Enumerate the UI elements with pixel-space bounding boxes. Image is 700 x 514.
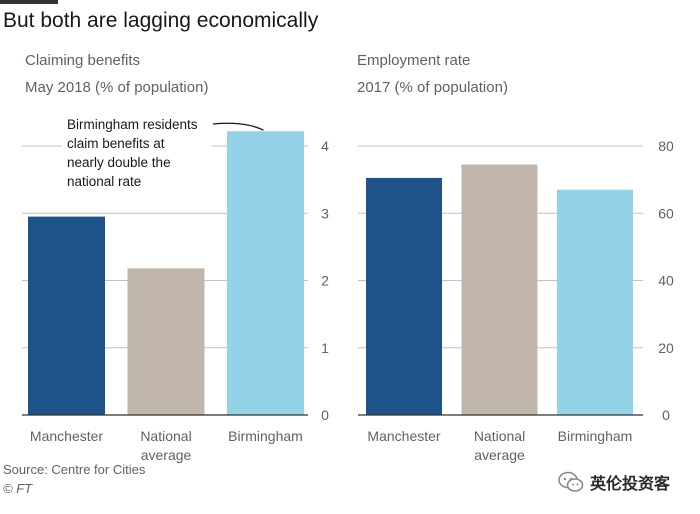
employment-bar (461, 164, 538, 415)
benefits-x-tick-label: Manchester (30, 428, 103, 444)
right-chart-subtitle: 2017 (% of population) (357, 79, 508, 96)
header-accent-bar (0, 0, 58, 4)
employment-bar-chart: 0 20 40 60 80 Manchester National average Birmin… (358, 138, 674, 463)
watermark: 英伦投资客 (558, 470, 670, 494)
watermark-text: 英伦投资客 (590, 476, 671, 493)
chart-title: But both are lagging economically (3, 9, 319, 32)
employment-x-tick-label: Birmingham (558, 428, 633, 444)
benefits-x-tick-label: National (140, 428, 191, 444)
benefits-bar (227, 131, 304, 415)
employment-y-tick-label: 60 (658, 205, 674, 221)
annotation-background (62, 118, 212, 192)
benefits-bar (28, 216, 105, 415)
employment-bar (557, 189, 633, 415)
benefits-y-tick-label: 4 (321, 138, 329, 154)
benefits-bar (127, 268, 205, 415)
employment-x-tick-label: National (474, 428, 525, 444)
benefits-x-tick-label: average (141, 447, 192, 463)
benefits-y-tick-label: 0 (321, 407, 329, 423)
copyright-note: © FT (3, 481, 33, 496)
left-chart-title: Claiming benefits (25, 52, 141, 69)
left-chart-subtitle: May 2018 (% of population) (25, 79, 209, 96)
employment-y-tick-label: 40 (658, 273, 674, 289)
annotation-text: Birmingham residents (67, 117, 198, 132)
annotation-connector (212, 122, 264, 131)
employment-x-tick-label: Manchester (367, 428, 440, 444)
annotation-text: national rate (67, 174, 141, 189)
benefits-y-tick-label: 3 (321, 205, 329, 221)
source-note: Source: Centre for Cities (3, 462, 146, 477)
annotation-text: claim benefits at (67, 136, 165, 151)
employment-y-tick-label: 0 (662, 407, 670, 423)
employment-y-tick-label: 80 (658, 138, 674, 154)
employment-bar (366, 177, 442, 415)
benefits-bar-chart: 0 1 2 3 4 Manchester National average Birmingham… (22, 117, 329, 463)
wechat-icon (558, 471, 584, 492)
employment-y-tick-label: 20 (658, 340, 674, 356)
right-chart-title: Employment rate (357, 52, 471, 69)
benefits-x-tick-label: Birmingham (228, 428, 303, 444)
benefits-y-tick-label: 2 (321, 273, 329, 289)
benefits-y-tick-label: 1 (321, 340, 329, 356)
employment-x-tick-label: average (474, 447, 525, 463)
annotation-text: nearly double the (67, 155, 171, 170)
